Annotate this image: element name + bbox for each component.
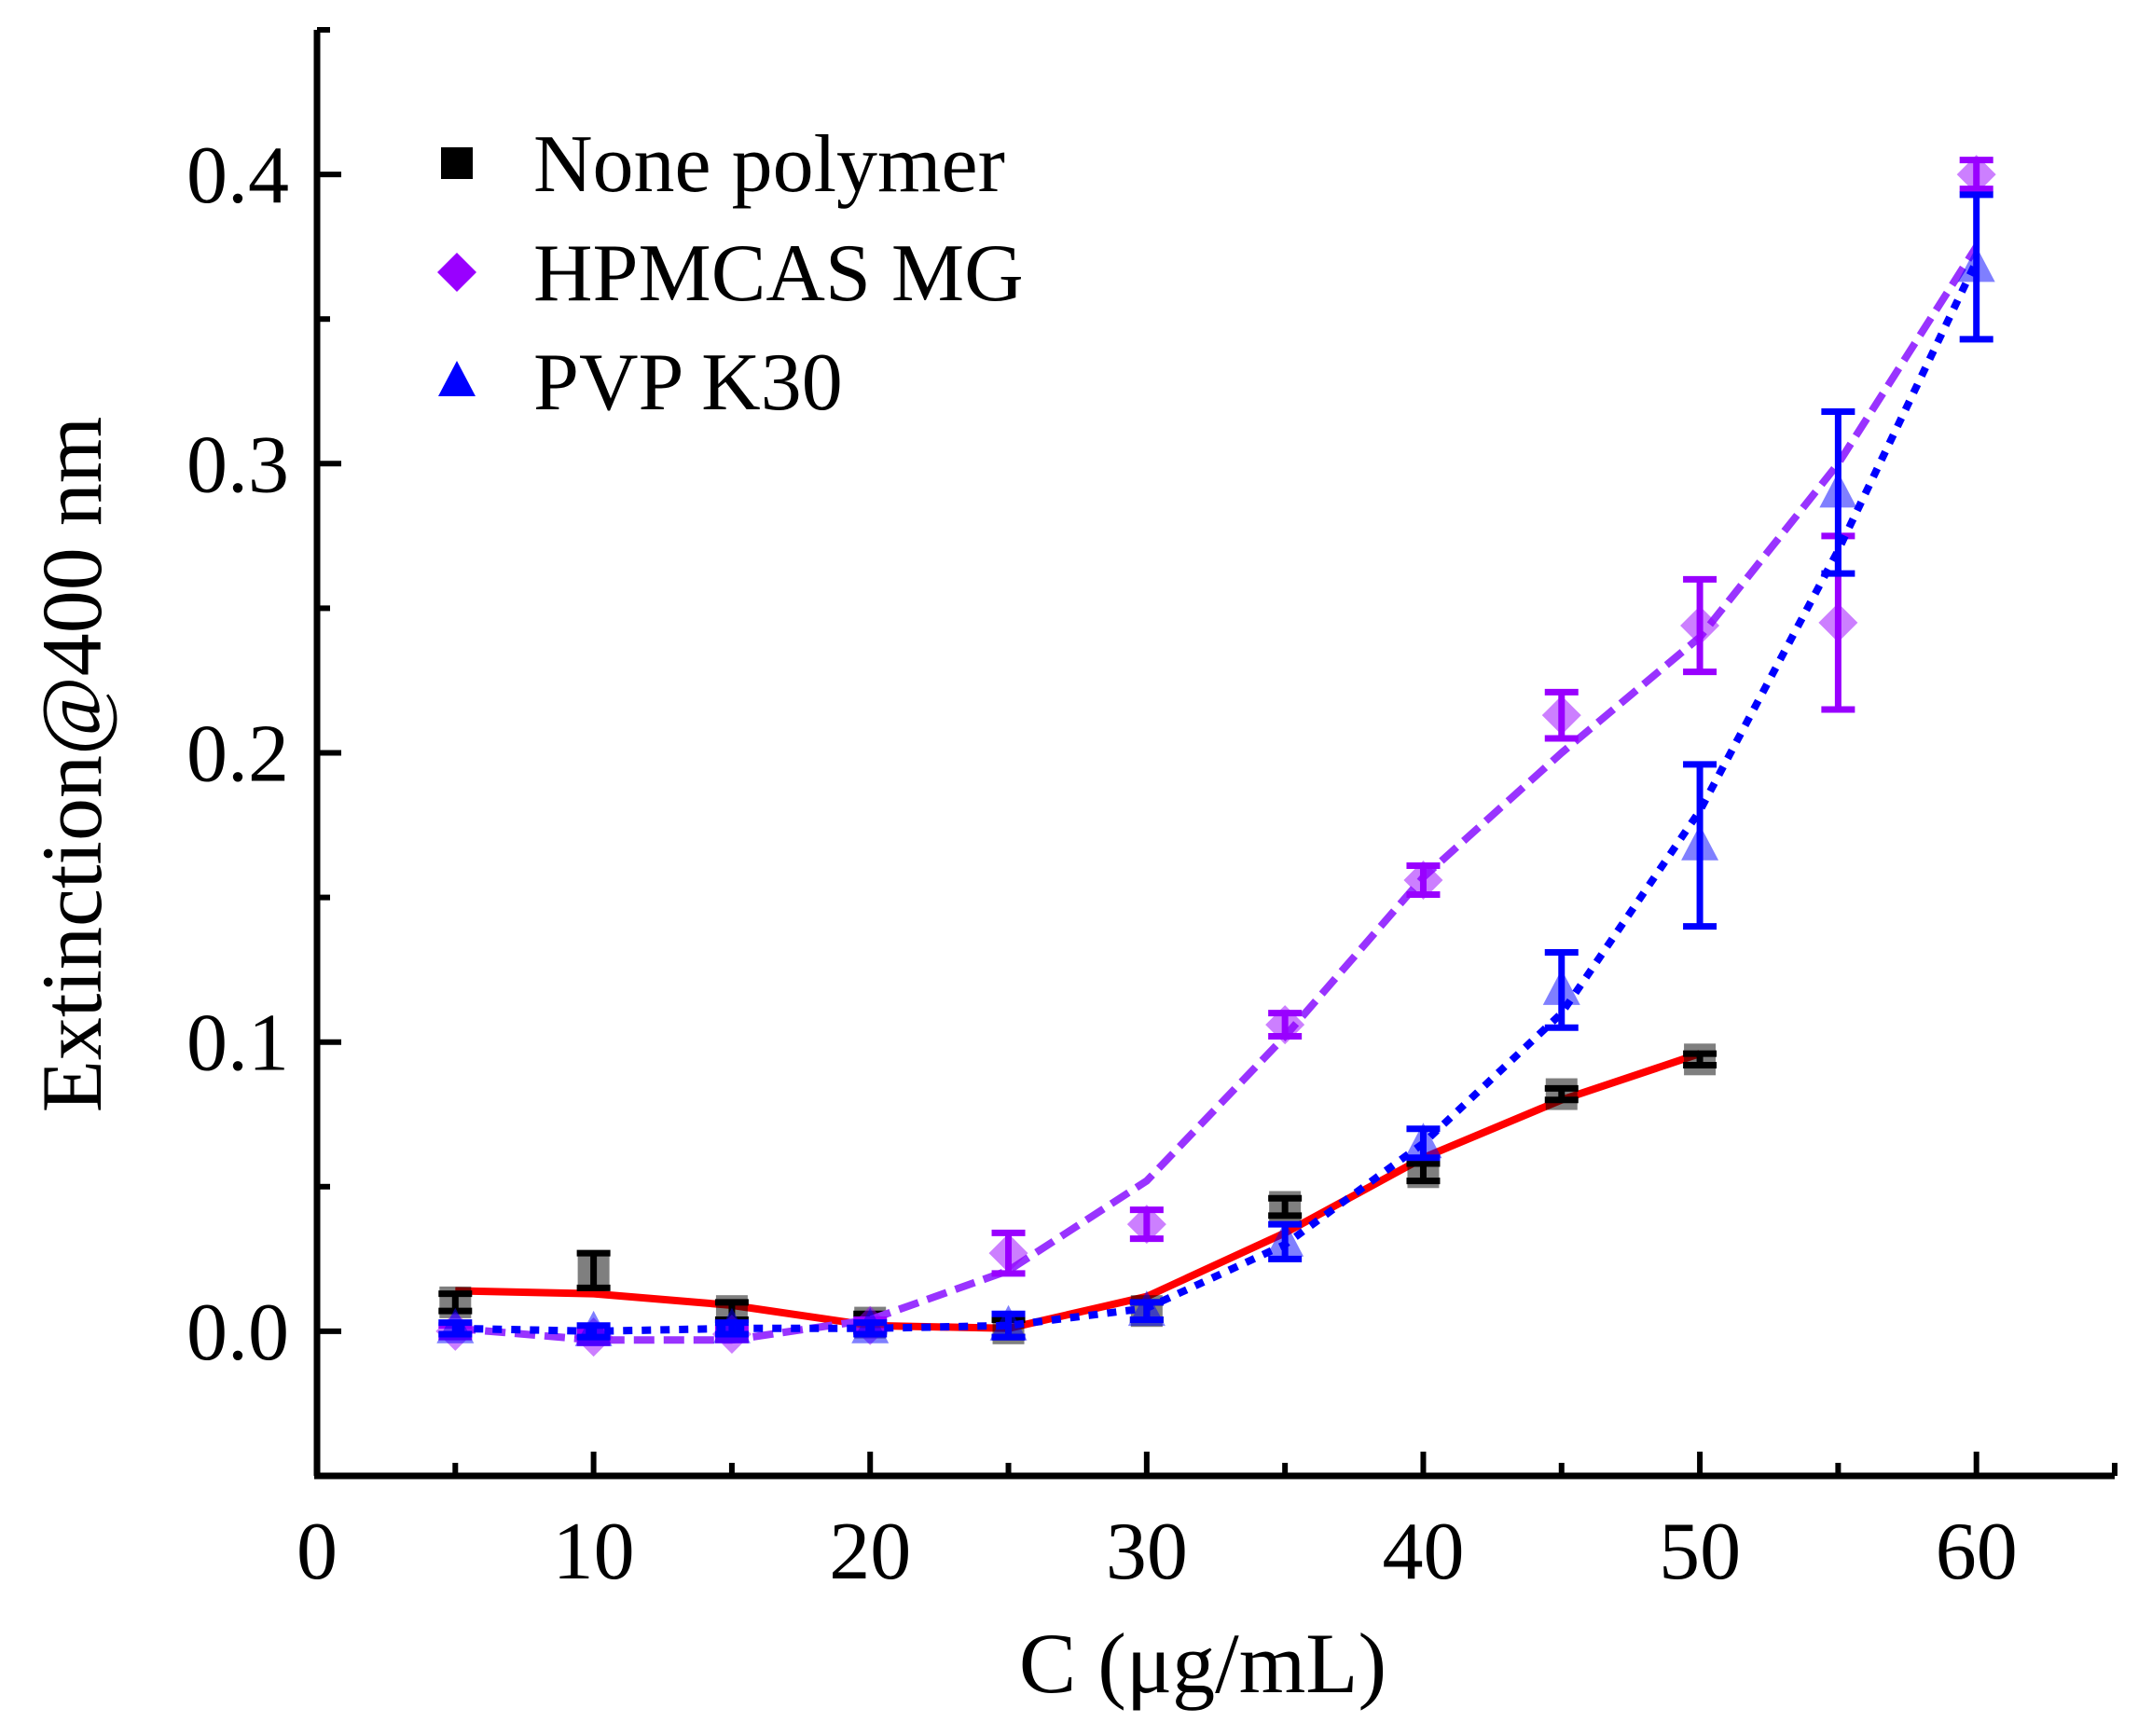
data-point-pvp-k30 [1404,1123,1442,1162]
legend-marker-diamond [437,253,476,292]
x-tick-label: 30 [1106,1507,1188,1597]
legend-item-hpmcas-mg: HPMCAS MG [437,228,1024,319]
data-point-pvp-k30 [851,1307,890,1343]
y-axis-title: Extinction@400 nm [24,417,119,1113]
axes: 0 10 20 30 40 50 60 0.0 0.1 0.2 0.3 0.4 [186,27,2117,1597]
y-tick-label: 0.4 [186,131,289,221]
data-point-hpmcas-mg [1956,155,1996,195]
marker-square [1684,1043,1717,1076]
y-tick-label: 0.1 [186,999,289,1089]
data-point-pvp-k30 [712,1307,751,1343]
marker-square [1269,1191,1302,1223]
x-tick-label: 0 [297,1507,338,1597]
data-point-pvp-k30 [1266,1220,1304,1262]
series-pvp-k30 [436,191,1995,1346]
legend-label: None polymer [533,119,1005,210]
fit-line-pvp-k30 [455,259,1980,1335]
data-point-none-polymer [576,1249,611,1291]
x-tick-label: 50 [1659,1507,1741,1597]
data-point-hpmcas-mg [1403,860,1443,900]
y-tick-label: 0.2 [186,710,289,800]
marker-square [1545,1078,1578,1110]
data-point-pvp-k30 [436,1307,475,1343]
x-tick-label: 20 [829,1507,911,1597]
series-layer [435,155,1996,1357]
data-point-pvp-k30 [1542,949,1580,1031]
legend: None polymer HPMCAS MG PVP K30 [437,119,1024,428]
marker-triangle [1681,824,1719,861]
data-point-pvp-k30 [1681,761,1719,930]
data-point-pvp-k30 [574,1310,613,1346]
data-point-hpmcas-mg [1541,688,1581,742]
data-point-pvp-k30 [989,1304,1028,1341]
marker-triangle [1819,472,1857,508]
data-point-hpmcas-mg [1265,1005,1305,1045]
data-point-hpmcas-mg [1680,575,1720,676]
data-point-hpmcas-mg [1126,1205,1166,1245]
marker-triangle [436,1307,475,1343]
marker-triangle [712,1307,751,1343]
data-point-pvp-k30 [1127,1290,1166,1327]
series-none-polymer [438,1043,1717,1344]
fit-line-none-polymer [455,1050,1702,1332]
marker-triangle [1542,969,1580,1005]
x-tick-label: 40 [1382,1507,1464,1597]
data-point-pvp-k30 [1957,191,1995,343]
marker-triangle [851,1307,890,1343]
marker-square [577,1254,610,1287]
marker-triangle [1266,1220,1304,1257]
series-hpmcas-mg [435,155,1996,1357]
legend-label: HPMCAS MG [533,228,1024,319]
marker-diamond [1126,1205,1166,1245]
x-tick-label: 10 [553,1507,635,1597]
legend-marker-triangle [438,361,476,396]
marker-diamond [1403,860,1443,900]
marker-diamond [1818,602,1858,642]
marker-diamond [1956,155,1996,195]
data-point-pvp-k30 [1819,407,1857,577]
x-tick-label: 60 [1936,1507,2018,1597]
legend-marker-square [441,147,473,179]
legend-label: PVP K30 [533,338,843,428]
data-point-hpmcas-mg [988,1229,1028,1277]
data-point-none-polymer [1268,1191,1303,1223]
x-axis-title: C (μg/mL) [1019,1616,1386,1711]
data-point-none-polymer [1544,1078,1579,1110]
y-tick-label: 0.3 [186,420,289,510]
data-point-none-polymer [1406,1156,1441,1189]
marker-triangle [989,1304,1028,1341]
data-point-none-polymer [1683,1043,1717,1076]
marker-diamond [1541,696,1581,736]
marker-triangle [1404,1123,1442,1159]
marker-square [1407,1156,1440,1189]
marker-triangle [1957,246,1995,282]
legend-item-none-polymer: None polymer [441,119,1005,210]
marker-diamond [1265,1005,1305,1045]
marker-triangle [1127,1290,1166,1327]
marker-diamond [988,1233,1028,1274]
marker-diamond [1680,606,1720,646]
marker-triangle [574,1310,613,1346]
y-tick-label: 0.0 [186,1288,289,1378]
fit-line-hpmcas-mg [454,244,1980,1344]
legend-item-pvp-k30: PVP K30 [438,338,843,428]
